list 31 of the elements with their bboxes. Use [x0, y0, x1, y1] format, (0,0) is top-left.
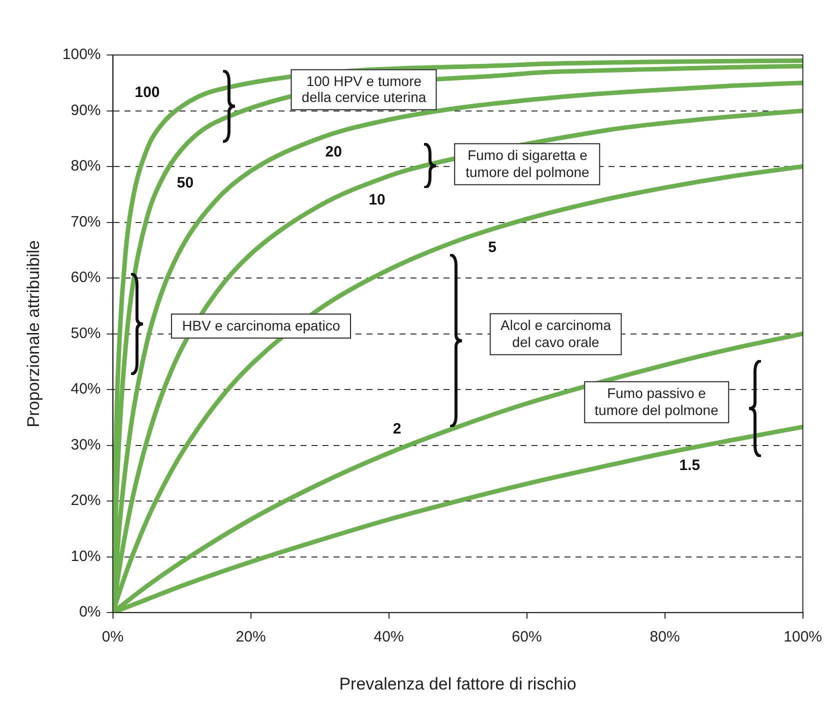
x-tick-label: 40%	[374, 628, 404, 646]
y-tick-label: 0%	[79, 604, 101, 621]
series-label: 1.5	[679, 457, 700, 474]
annotation: HBV e carcinoma epatico	[171, 314, 352, 338]
y-tick-label: 60%	[70, 269, 101, 286]
annotation: Fumo di sigaretta e tumore del polmone	[454, 143, 600, 186]
series-label: 10	[368, 192, 386, 209]
y-tick-label: 90%	[70, 102, 101, 119]
annotation: Fumo passivo e tumore del polmone	[584, 382, 730, 424]
x-axis-title: Prevalenza del fattore di rischio	[339, 674, 576, 694]
y-axis-title: Proporzionale attribuibile	[24, 240, 43, 428]
y-tick-label: 70%	[70, 213, 101, 230]
annotation: Alcol e carcinoma del cavo orale	[490, 314, 622, 356]
series-label: 50	[176, 174, 194, 192]
y-tick-label: 80%	[70, 158, 101, 175]
x-tick-label: 60%	[512, 628, 542, 646]
series-label: 20	[325, 144, 342, 161]
y-tick-label: 30%	[70, 436, 101, 454]
y-tick-label: 40%	[70, 380, 101, 398]
y-tick-label: 100%	[62, 46, 101, 64]
x-tick-label: 80%	[650, 628, 680, 646]
x-tick-label: 20%	[236, 628, 266, 646]
series-label: 100	[134, 84, 160, 102]
annotation: 100 HPV e tumore della cervice uterina	[290, 68, 438, 110]
y-tick-label: 50%	[70, 324, 101, 342]
series-label: 2	[392, 420, 402, 438]
x-tick-label: 0%	[102, 628, 124, 646]
x-tick-label: 100%	[784, 628, 822, 646]
series-label: 5	[488, 239, 496, 256]
y-tick-label: 10%	[70, 548, 101, 565]
y-tick-label: 20%	[70, 492, 101, 510]
